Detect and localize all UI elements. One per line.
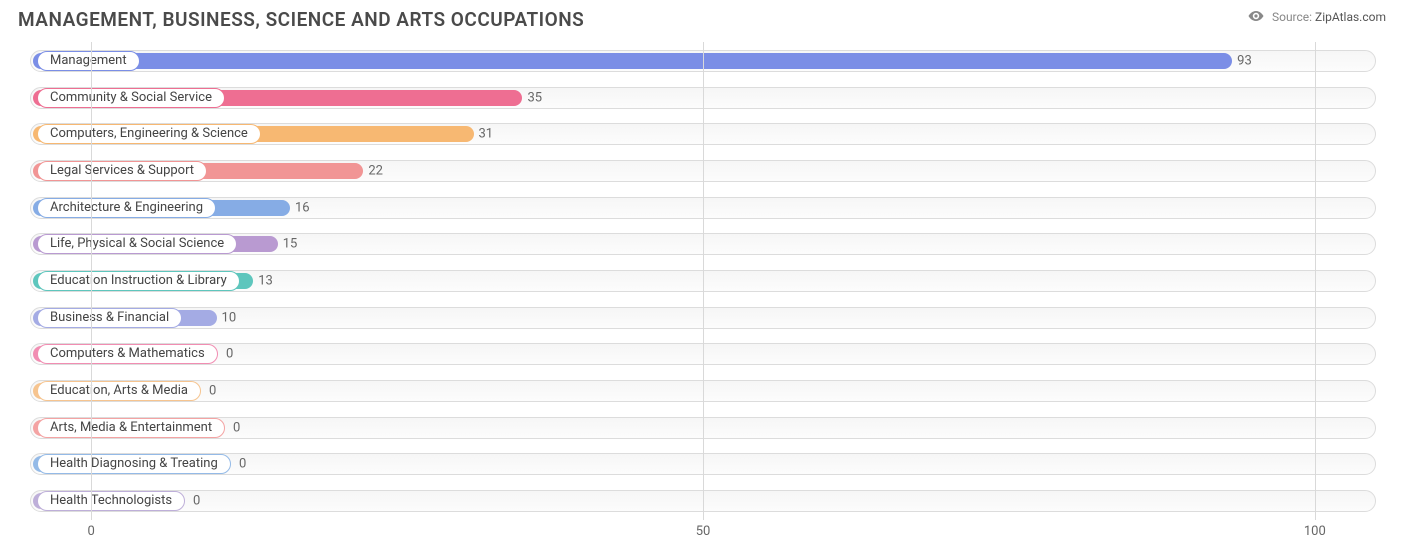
bar[interactable] — [33, 53, 1232, 69]
grid-line — [1315, 42, 1316, 520]
bar-value: 15 — [283, 237, 298, 252]
bar-value: 13 — [258, 273, 273, 288]
bar-value: 35 — [527, 90, 542, 105]
source-label: Source: — [1272, 10, 1312, 24]
grid-line — [91, 42, 92, 520]
bar-value: 0 — [233, 420, 240, 435]
bar-label-pill: Life, Physical & Social Science — [37, 234, 237, 254]
bar-value: 0 — [239, 457, 246, 472]
x-tick: 50 — [696, 524, 711, 539]
bar-label-pill: Education Instruction & Library — [37, 271, 240, 291]
bar-label-pill: Health Diagnosing & Treating — [37, 454, 231, 474]
bar-value: 10 — [222, 310, 237, 325]
x-tick: 100 — [1304, 524, 1326, 539]
source-name: ZipAtlas.com — [1315, 10, 1386, 24]
bar-value: 93 — [1237, 54, 1252, 69]
bar-label-pill: Management — [37, 51, 140, 71]
bar-label-pill: Health Technologists — [37, 491, 185, 511]
grid-line — [703, 42, 704, 520]
bar-label-pill: Computers & Mathematics — [37, 344, 218, 364]
bar-value: 22 — [368, 163, 383, 178]
bar-label-pill: Legal Services & Support — [37, 161, 207, 181]
x-axis: 0 50 100 — [30, 524, 1376, 544]
bar-value: 31 — [479, 127, 494, 142]
plot-area: Management 93 Community & Social Service 35… — [30, 42, 1376, 520]
bar-label-pill: Business & Financial — [37, 308, 182, 328]
bar-label-pill: Arts, Media & Entertainment — [37, 418, 225, 438]
chart-title: MANAGEMENT, BUSINESS, SCIENCE AND ARTS O… — [18, 8, 584, 31]
bar-label-pill: Education, Arts & Media — [37, 381, 201, 401]
bar-label-pill: Computers, Engineering & Science — [37, 124, 261, 144]
bar-value: 0 — [209, 383, 216, 398]
bar-label-pill: Architecture & Engineering — [37, 198, 216, 218]
bar-value: 16 — [295, 200, 310, 215]
bar-label-pill: Community & Social Service — [37, 88, 225, 108]
source-attribution: Source: ZipAtlas.com — [1248, 10, 1386, 25]
x-tick: 0 — [88, 524, 95, 539]
bar-value: 0 — [226, 347, 233, 362]
source-icon — [1248, 10, 1264, 25]
chart-container: Management 93 Community & Social Service 35… — [18, 42, 1388, 548]
bar-value: 0 — [193, 493, 200, 508]
